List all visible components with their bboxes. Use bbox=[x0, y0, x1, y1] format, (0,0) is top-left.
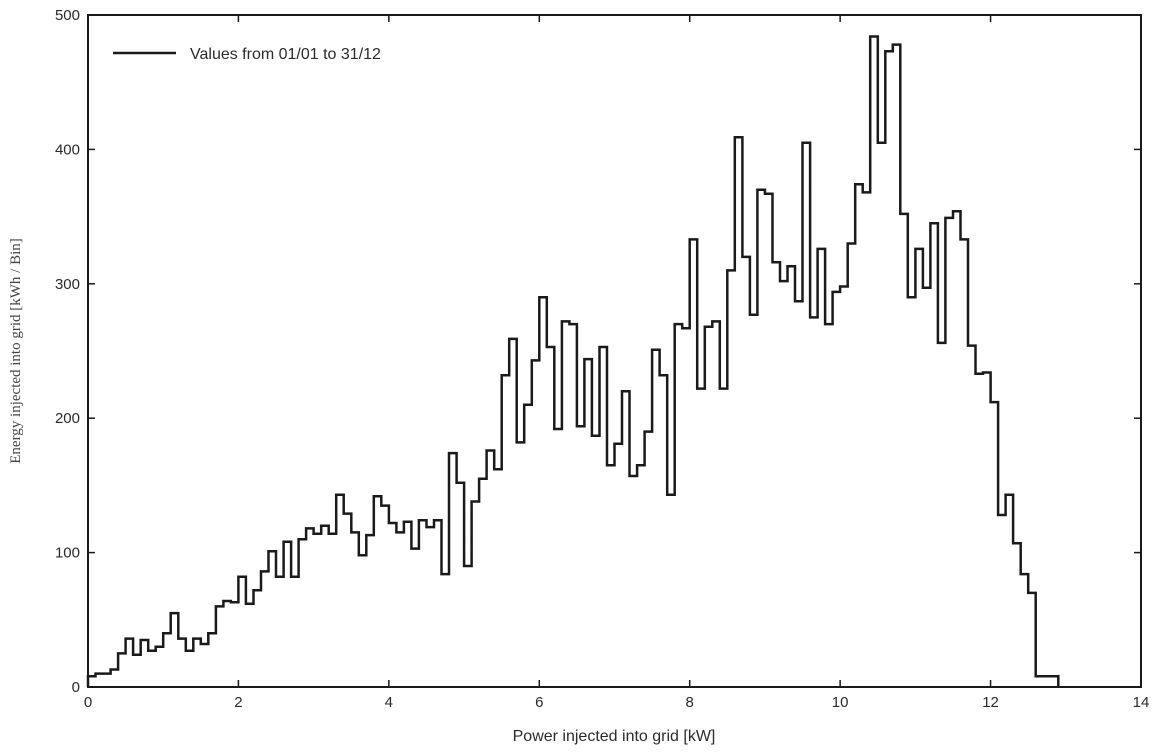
y-tick-label: 0 bbox=[72, 679, 80, 696]
x-tick-label: 4 bbox=[385, 694, 393, 711]
y-tick-label: 500 bbox=[55, 7, 80, 24]
x-tick-label: 12 bbox=[982, 694, 999, 711]
legend: Values from 01/01 to 31/12 bbox=[113, 46, 381, 63]
y-axis-title: Energy injected into grid [kWh / Bin] bbox=[8, 238, 24, 464]
y-tick-label: 400 bbox=[55, 141, 80, 158]
series-step-line bbox=[86, 35, 1060, 687]
x-tick-label: 10 bbox=[832, 694, 849, 711]
x-tick-label: 2 bbox=[234, 694, 242, 711]
x-tick-label: 14 bbox=[1133, 694, 1150, 711]
y-tick-label: 200 bbox=[55, 410, 80, 427]
x-axis-title: Power injected into grid [kW] bbox=[513, 728, 716, 745]
y-tick-label: 300 bbox=[55, 276, 80, 293]
y-tick-label: 100 bbox=[55, 545, 80, 562]
x-tick-label: 6 bbox=[535, 694, 543, 711]
x-tick-label: 0 bbox=[84, 694, 92, 711]
tick-labels: 0 2 4 6 8 10 12 14 0 100 200 300 400 500 bbox=[55, 7, 1149, 711]
x-tick-label: 8 bbox=[686, 694, 694, 711]
legend-label: Values from 01/01 to 31/12 bbox=[190, 46, 381, 63]
plot-frame bbox=[87, 14, 1142, 688]
